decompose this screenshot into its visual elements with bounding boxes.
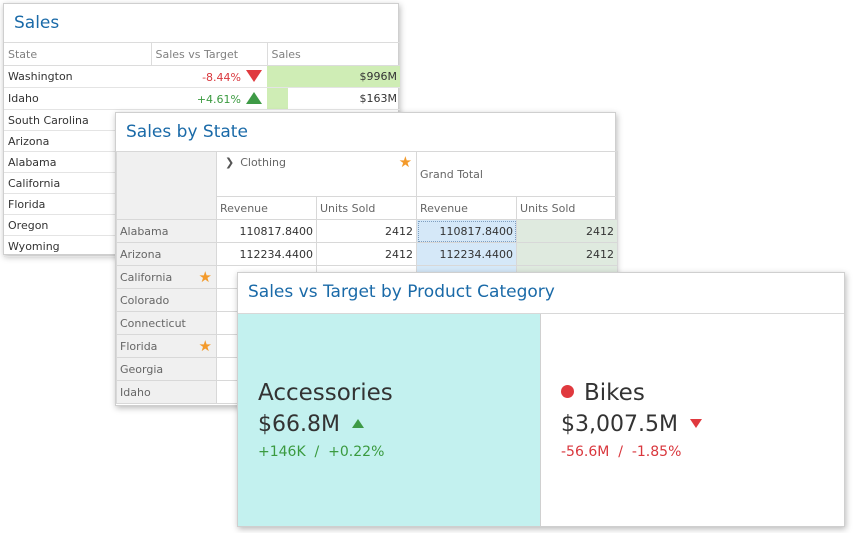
card-delta: -56.6M / -1.85% xyxy=(561,444,681,460)
state-cell: Washington xyxy=(4,65,151,88)
grand-total-units-cell[interactable]: 2412 xyxy=(516,242,619,266)
sales-cell: $996M xyxy=(267,65,400,88)
column-group-label: Clothing xyxy=(240,156,286,169)
pivot-corner xyxy=(116,151,217,220)
arrow-up-icon xyxy=(351,419,364,428)
row-header-label: California xyxy=(120,270,173,284)
sales-value: $996M xyxy=(359,70,398,83)
pivot-row: Alabama 110817.8400 2412 110817.8400 2412 xyxy=(116,219,619,243)
row-header[interactable]: Florida ★ xyxy=(116,334,217,358)
units-cell[interactable]: 2412 xyxy=(315,242,418,266)
row-header-label: Alabama xyxy=(120,224,169,238)
sales-cell: $163M xyxy=(267,87,400,110)
units-cell[interactable]: 2412 xyxy=(315,219,418,243)
row-header[interactable]: Idaho xyxy=(116,380,217,404)
delta-text: -8.44% xyxy=(202,70,241,84)
delta-text: +4.61% xyxy=(196,92,241,106)
row-header-label: Colorado xyxy=(120,293,170,307)
state-cell: Wyoming xyxy=(4,235,151,257)
measure-header-grand-total-units-sold[interactable]: Units Sold xyxy=(516,196,619,220)
sales-bar xyxy=(267,88,289,109)
star-icon: ★ xyxy=(398,153,413,171)
state-cell: Oregon xyxy=(4,214,151,236)
row-header[interactable]: Colorado xyxy=(116,288,217,312)
card-pct-delta: +0.22% xyxy=(328,444,385,460)
card-abs-delta: -56.6M xyxy=(561,444,610,460)
sales-vs-target-cell: +4.61% xyxy=(151,87,267,110)
column-header-sales[interactable]: Sales xyxy=(266,42,400,66)
card-bikes[interactable]: Bikes $3,007.5M -56.6M / -1.85% xyxy=(541,314,844,526)
revenue-cell[interactable]: 112234.4400 xyxy=(216,242,317,266)
grand-total-revenue-cell[interactable]: 112234.4400 xyxy=(416,242,518,266)
star-icon: ★ xyxy=(198,268,212,286)
measure-header-units-sold[interactable]: Units Sold xyxy=(315,196,418,220)
row-header-label: Florida xyxy=(120,339,158,353)
sales-bar xyxy=(267,66,400,87)
row-header[interactable]: Georgia xyxy=(116,357,217,381)
card-name: Accessories xyxy=(258,380,393,406)
state-cell: California xyxy=(4,172,151,194)
red-dot-icon xyxy=(561,385,574,398)
card-value: $66.8M xyxy=(258,412,364,437)
measure-header-row: Revenue Units Sold Revenue Units Sold xyxy=(117,196,619,220)
card-delta-separator: / xyxy=(314,444,320,460)
star-icon: ★ xyxy=(198,337,212,355)
cards-panel: Sales vs Target by Product Category Acce… xyxy=(237,272,845,527)
card-abs-delta: +146K xyxy=(258,444,306,460)
card-name-text: Bikes xyxy=(584,380,645,406)
column-group-clothing[interactable]: ❯ Clothing ★ xyxy=(215,151,418,197)
measure-header-revenue[interactable]: Revenue xyxy=(216,196,317,220)
state-cell: Arizona xyxy=(4,130,151,152)
card-row: Accessories $66.8M +146K / +0.22% Bikes … xyxy=(238,313,844,526)
card-value-text: $66.8M xyxy=(258,412,340,437)
card-value-text: $3,007.5M xyxy=(561,412,678,437)
grand-total-revenue-cell[interactable]: 110817.8400 xyxy=(416,219,518,243)
cards-panel-title: Sales vs Target by Product Category xyxy=(248,282,555,302)
row-header[interactable]: Arizona xyxy=(116,242,217,266)
grand-total-units-cell[interactable]: 2412 xyxy=(516,219,619,243)
table-row[interactable]: Washington -8.44% $996M xyxy=(4,65,400,88)
arrow-down-icon xyxy=(689,419,702,428)
sales-grid-header: State Sales vs Target Sales xyxy=(4,42,400,66)
arrow-down-icon xyxy=(246,69,262,82)
row-header-label: Georgia xyxy=(120,362,164,376)
row-header-label: Connecticut xyxy=(120,316,186,330)
row-header[interactable]: Alabama xyxy=(116,219,217,243)
sales-value: $163M xyxy=(359,92,398,105)
state-cell: Florida xyxy=(4,193,151,215)
row-header[interactable]: California ★ xyxy=(116,265,217,289)
card-value: $3,007.5M xyxy=(561,412,702,437)
measure-header-grand-total-revenue[interactable]: Revenue xyxy=(416,196,518,220)
column-header-sales-vs-target[interactable]: Sales vs Target xyxy=(150,42,267,66)
column-header-state[interactable]: State xyxy=(4,42,151,66)
revenue-cell[interactable]: 110817.8400 xyxy=(216,219,317,243)
card-name: Bikes xyxy=(561,380,645,406)
card-pct-delta: -1.85% xyxy=(631,444,682,460)
row-header[interactable]: Connecticut xyxy=(116,311,217,335)
card-accessories[interactable]: Accessories $66.8M +146K / +0.22% xyxy=(238,314,541,526)
table-row[interactable]: Idaho +4.61% $163M xyxy=(4,87,400,110)
card-delta: +146K / +0.22% xyxy=(258,444,384,460)
state-cell: South Carolina xyxy=(4,109,151,131)
column-group-grand-total[interactable]: Grand Total xyxy=(416,151,619,197)
pivot-panel-title: Sales by State xyxy=(126,122,248,142)
state-cell: Idaho xyxy=(4,87,151,110)
chevron-right-icon[interactable]: ❯ xyxy=(225,156,235,169)
sales-vs-target-cell: -8.44% xyxy=(151,65,267,88)
state-cell: Alabama xyxy=(4,151,151,173)
pivot-row: Arizona 112234.4400 2412 112234.4400 2412 xyxy=(116,242,619,266)
card-delta-separator: / xyxy=(618,444,623,460)
row-header-label: Idaho xyxy=(120,385,151,399)
arrow-up-icon xyxy=(246,91,262,104)
sales-panel-title: Sales xyxy=(14,13,60,33)
row-header-label: Arizona xyxy=(120,247,162,261)
